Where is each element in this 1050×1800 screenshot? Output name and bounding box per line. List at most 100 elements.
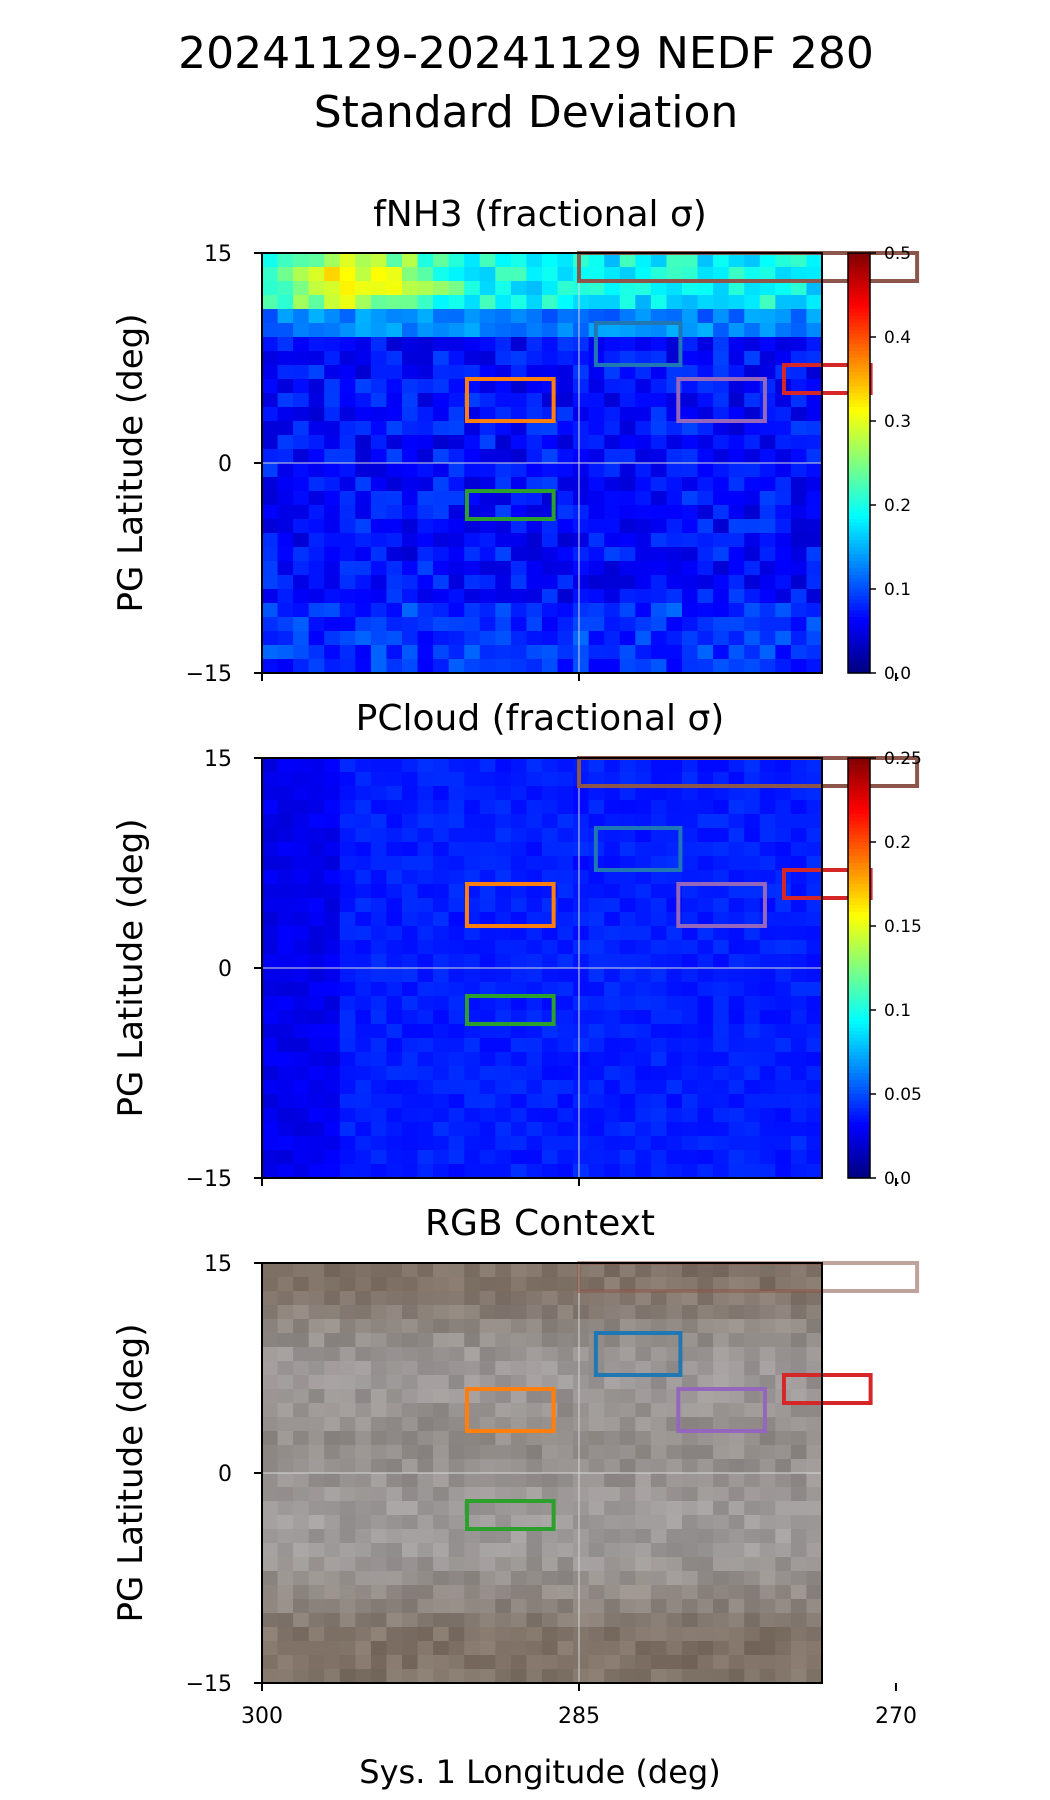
heatmap-cell [775,1487,792,1502]
heatmap-cell [464,659,481,674]
heatmap-cell [573,1585,590,1600]
heatmap-cell [775,491,792,506]
heatmap-cell [417,1557,434,1572]
heatmap-cell [262,1375,279,1390]
colorbar-segment [848,845,870,850]
heatmap-cell [339,1375,356,1390]
heatmap-cell [759,491,776,506]
colorbar-segment [848,1129,870,1134]
heatmap-cell [806,1473,823,1488]
heatmap-cell [604,1431,621,1446]
heatmap-cell [790,323,808,338]
heatmap-cell [635,912,652,927]
heatmap-cell [650,1108,668,1123]
heatmap-cell [402,1333,419,1348]
heatmap-cell [604,1389,621,1404]
heatmap-cell [355,519,372,534]
heatmap-cell [495,1501,512,1516]
heatmap-cell [464,351,481,366]
heatmap-cell [495,1375,512,1390]
heatmap-cell [339,477,356,492]
heatmap-cell [650,1459,668,1474]
heatmap-cell [526,253,543,268]
heatmap-cell [542,547,559,562]
heatmap-cell [728,968,745,983]
heatmap-cell [526,1136,543,1151]
heatmap-cell [806,1571,823,1586]
heatmap-cell [604,1277,621,1292]
heatmap-cell [308,758,325,773]
heatmap-cell [775,631,792,646]
heatmap-cell [526,379,543,394]
heatmap-cell [262,505,279,520]
heatmap-cell [619,393,636,408]
heatmap-cell [542,842,559,857]
heatmap-cell [557,617,574,632]
colorbar-segment [848,821,870,826]
heatmap-cell [526,1403,543,1418]
heatmap-cell [293,603,310,618]
heatmap-cell [464,786,481,801]
heatmap-cell [635,1066,652,1081]
heatmap-cell [790,253,808,268]
heatmap-cell [324,407,341,422]
heatmap-cell [573,323,590,338]
heatmap-cell [775,1361,792,1376]
heatmap-cell [542,1277,559,1292]
heatmap-cell [806,1543,823,1558]
heatmap-cell [448,1557,465,1572]
heatmap-cell [682,856,699,871]
colorbar-segment [848,870,870,875]
heatmap-cell [293,1431,310,1446]
heatmap-cell [510,1122,528,1137]
heatmap-cell [682,477,699,492]
heatmap-cell [635,870,652,885]
heatmap-cell [417,842,434,857]
heatmap-cell [479,1038,496,1053]
heatmap-cell [588,786,605,801]
heatmap-cell [417,589,434,604]
heatmap-cell [510,1263,528,1278]
heatmap-cell [324,1150,341,1165]
heatmap-cell [433,533,450,548]
heatmap-cell [573,842,590,857]
colorbar-segment [848,414,870,419]
heatmap-cell [573,1473,590,1488]
heatmap-cell [417,1361,434,1376]
heatmap-cell [697,1375,714,1390]
heatmap-cell [324,1627,341,1642]
heatmap-cell [759,435,776,450]
heatmap-cell [759,1010,776,1025]
heatmap-cell [635,267,652,282]
heatmap-cell [262,856,279,871]
heatmap-cell [682,1150,699,1165]
heatmap-cell [448,449,465,464]
heatmap-cell [775,1108,792,1123]
colorbar-segment [848,575,870,580]
heatmap-cell [697,800,714,815]
colorbar-segment [848,793,870,798]
colorbar-segment [848,996,870,1001]
y-tick-label: −15 [186,662,232,687]
heatmap-cell [277,1333,294,1348]
heatmap-cell [682,1277,699,1292]
heatmap-cell [635,1305,652,1320]
heatmap-cell [697,449,714,464]
heatmap-cell [588,912,605,927]
heatmap-cell [386,1417,403,1432]
heatmap-cell [650,253,668,268]
heatmap-cell [277,982,294,997]
axis-ticks: 150−15 [186,242,897,687]
heatmap-cell [495,814,512,829]
heatmap-cell [744,631,761,646]
colorbar-segment [848,1006,870,1011]
heatmap-cell [713,1585,730,1600]
heatmap-cell [370,603,388,618]
heatmap-cell [806,589,823,604]
heatmap-cell [464,1613,481,1628]
heatmap-cell [573,309,590,324]
heatmap-cell [526,1655,543,1670]
region-box-blue [593,321,683,367]
heatmap-cell [775,968,792,983]
heatmap-cell [573,1417,590,1432]
